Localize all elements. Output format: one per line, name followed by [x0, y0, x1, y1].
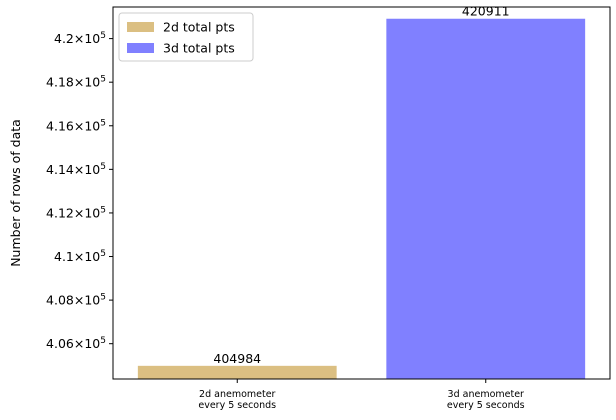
- y-tick-label: 4.2×105: [54, 31, 106, 46]
- x-tick-label: every 5 seconds: [447, 400, 525, 411]
- bar-2: [386, 18, 586, 380]
- x-tick-label: 2d anemometer: [199, 389, 276, 400]
- legend-swatch: [127, 43, 154, 53]
- legend-label: 3d total pts: [163, 41, 235, 56]
- x-tick-label: 3d anemometer: [448, 389, 525, 400]
- plot-frame: [112, 6, 611, 380]
- y-axis: 4.06×105 4.08×105 4.1×105 4.12×105 4.14×105 4…: [46, 31, 113, 351]
- bars-layer: 404984 420911: [137, 4, 586, 380]
- y-tick-label: 4.16×105: [46, 118, 106, 133]
- y-tick-label: 4.14×105: [46, 162, 106, 177]
- y-tick-label: 4.08×105: [46, 293, 106, 308]
- legend-label: 2d total pts: [163, 20, 235, 35]
- y-tick-label: 4.06×105: [46, 336, 106, 351]
- x-tick-label: every 5 seconds: [198, 400, 276, 411]
- y-axis-label: Number of rows of data: [8, 119, 23, 267]
- legend-swatch: [127, 22, 154, 32]
- legend: 2d total pts 3d total pts: [118, 12, 254, 62]
- data-label: 420911: [462, 4, 510, 19]
- y-tick-label: 4.1×105: [54, 249, 106, 264]
- y-tick-label: 4.12×105: [46, 205, 106, 220]
- bar-1: [137, 365, 337, 379]
- data-label: 404984: [213, 351, 261, 366]
- y-tick-label: 4.18×105: [46, 75, 106, 90]
